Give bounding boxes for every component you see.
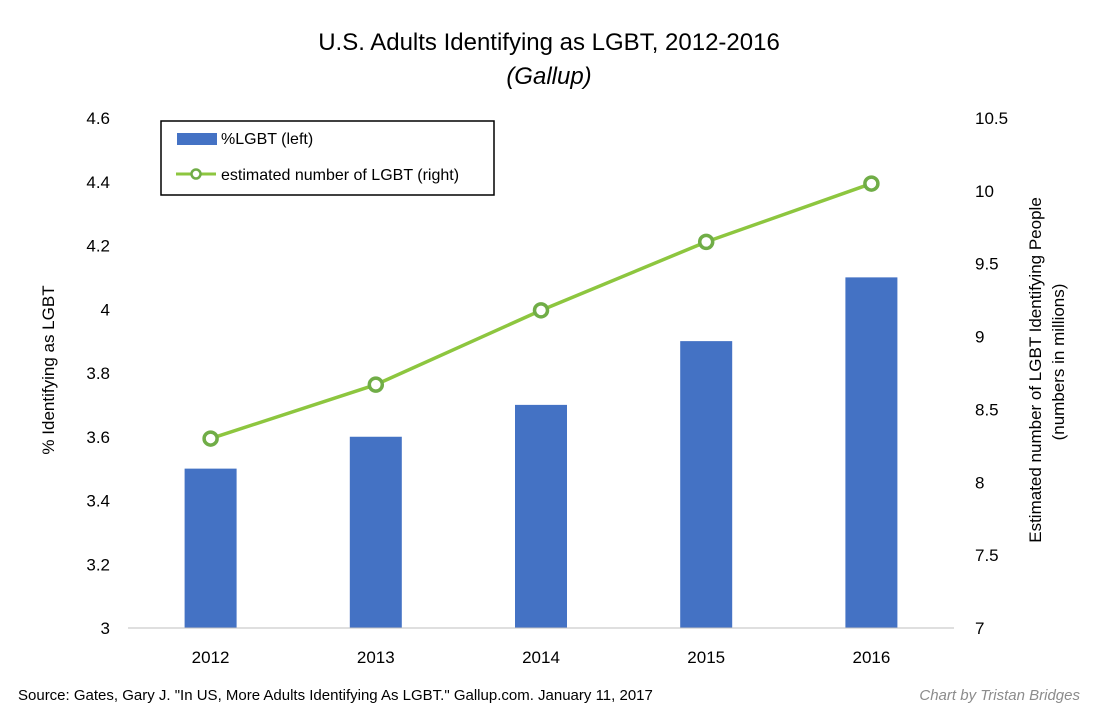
left-axis-title: % Identifying as LGBT: [39, 285, 58, 454]
bar-2012: [184, 468, 237, 628]
left-tick-label: 4: [101, 300, 110, 319]
x-tick-label: 2014: [522, 648, 560, 667]
legend: %LGBT (left) estimated number of LGBT (r…: [160, 120, 495, 196]
legend-line-label: estimated number of LGBT (right): [221, 167, 459, 184]
line-point-2012: [202, 430, 219, 447]
right-tick-label: 8: [975, 473, 984, 492]
right-tick-label: 8.5: [975, 400, 999, 419]
right-tick-label: 9: [975, 328, 984, 347]
chart-credit: Chart by Tristan Bridges: [919, 687, 1080, 704]
left-tick-label: 4.2: [86, 237, 110, 256]
left-tick-label: 4.4: [86, 173, 110, 192]
right-tick-label: 7.5: [975, 546, 999, 565]
line-point-2015: [697, 233, 715, 251]
bar-2016: [845, 277, 898, 628]
line-point-2014: [532, 302, 550, 319]
source-note: Source: Gates, Gary J. "In US, More Adul…: [18, 687, 653, 704]
legend-line-marker: [190, 168, 202, 180]
bar-2013: [349, 436, 402, 628]
left-tick-label: 3.4: [86, 492, 110, 511]
line-series: [202, 175, 880, 447]
legend-bar-label: %LGBT (left): [221, 131, 313, 148]
left-tick-label: 3.2: [86, 555, 110, 574]
chart-subtitle: (Gallup): [506, 63, 591, 90]
left-tick-label: 4.6: [86, 109, 110, 128]
left-tick-label: 3.8: [86, 364, 110, 383]
x-tick-label: 2012: [192, 648, 230, 667]
x-tick-label: 2016: [852, 648, 890, 667]
x-tick-label: 2013: [357, 648, 395, 667]
right-tick-label: 10.5: [975, 109, 1008, 128]
left-axis-ticks: 3 3.2 3.4 3.6 3.8 4 4.2 4.4 4.6: [86, 109, 110, 638]
right-axis-title-line1: Estimated number of LGBT Identifying Peo…: [1026, 197, 1045, 543]
legend-bar-swatch: [177, 133, 217, 145]
x-axis-labels: 2012 2013 2014 2015 2016: [192, 648, 891, 667]
right-axis-title-line2: (numbers in millions): [1049, 284, 1068, 441]
left-tick-label: 3: [101, 619, 110, 638]
line-point-2016: [863, 175, 880, 192]
bar-2014: [515, 404, 567, 628]
left-tick-label: 3.6: [86, 428, 110, 447]
line-point-2013: [367, 376, 385, 393]
x-tick-label: 2015: [687, 648, 725, 667]
right-tick-label: 7: [975, 619, 984, 638]
bar-series: [184, 277, 898, 628]
right-axis-ticks: 7 7.5 8 8.5 9 9.5 10 10.5: [975, 109, 1008, 638]
bar-2015: [680, 341, 733, 628]
right-tick-label: 9.5: [975, 255, 999, 274]
right-tick-label: 10: [975, 182, 994, 201]
chart-title: U.S. Adults Identifying as LGBT, 2012-20…: [318, 29, 780, 56]
